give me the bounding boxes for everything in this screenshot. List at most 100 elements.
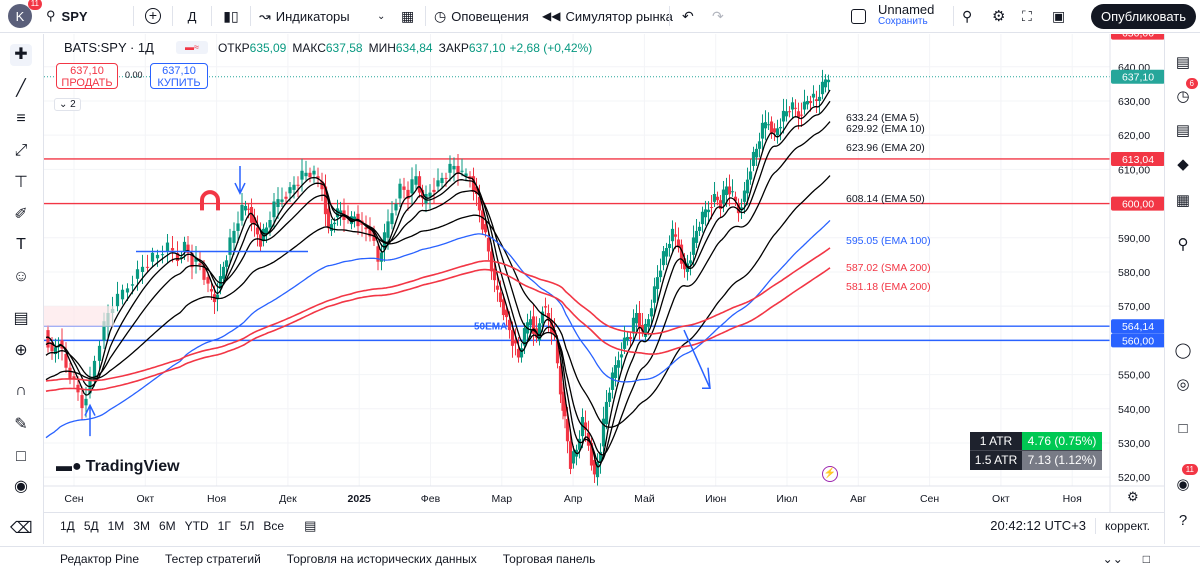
tab-trading-panel[interactable]: Торговая панель — [502, 552, 596, 566]
symbol-title[interactable]: BATS:SPY · 1Д — [64, 40, 154, 55]
candle-body — [236, 223, 240, 231]
timeframe-button[interactable]: Д — [187, 8, 197, 24]
candle-body — [268, 219, 272, 228]
price-chart[interactable]: 50EMA 633.24 (EMA 5)629.92 (EMA 10) 623.9… — [44, 34, 1164, 512]
time-tick-label: Окт — [136, 493, 154, 505]
eye-icon[interactable]: ◉ — [14, 478, 28, 495]
indicator-templates-button[interactable]: ⌄ — [373, 0, 395, 33]
range-ytd[interactable]: YTD — [184, 518, 209, 533]
candle-body — [787, 111, 792, 113]
time-axis[interactable]: Сен Окт Ноя Дек 2025 Фев Мар Апр Май Июн Июл Авг Сен… — [44, 485, 1164, 505]
tab-replay-trading[interactable]: Торговля на исторических данных — [286, 552, 477, 566]
indicators-button[interactable]: ↝ Индикаторы — [259, 7, 350, 24]
alerts-clock-icon[interactable]: ◷ — [1176, 88, 1190, 105]
goto-date-icon[interactable]: ▤ — [304, 517, 317, 533]
axis-settings-button[interactable]: ⚙ — [1127, 489, 1139, 504]
publish-button[interactable]: Опубликовать — [1090, 4, 1196, 29]
data-window-icon[interactable]: ▤ — [1175, 122, 1191, 139]
emoji-icon[interactable]: ☺ — [12, 268, 30, 285]
hotlist-icon[interactable]: ◯ — [1174, 342, 1192, 359]
tab-pine-editor[interactable]: Редактор Pine — [60, 552, 140, 566]
range-3m[interactable]: 3М — [133, 518, 150, 533]
notifications-icon[interactable]: ◉ — [1176, 476, 1190, 493]
fib-levels-icon[interactable]: ≡ — [16, 110, 26, 127]
candle-body — [781, 110, 786, 122]
sell-button[interactable]: 637,10 ПРОДАТЬ — [56, 63, 118, 89]
trash-icon[interactable]: ⌫ — [10, 520, 33, 537]
candle-body — [406, 189, 410, 199]
candle-body — [571, 451, 576, 464]
snapshot-button[interactable]: ▣ — [1044, 0, 1074, 33]
lock-drawing-icon[interactable]: ✎ — [14, 416, 28, 433]
time-tick-label: Авг — [850, 493, 867, 505]
fullscreen-button[interactable]: ⛶ — [1014, 0, 1044, 33]
screener-icon[interactable]: ◎ — [1176, 376, 1190, 393]
magnet-icon[interactable]: ∩ — [15, 382, 27, 399]
event-lightning-icon[interactable]: ⚡ — [822, 466, 838, 482]
quick-search-button[interactable]: ⚲ — [954, 0, 984, 33]
candle-body — [667, 243, 672, 249]
brush-icon[interactable]: ✐ — [14, 206, 28, 223]
buy-button[interactable]: 637,10 КУПИТЬ — [150, 63, 208, 89]
text-icon[interactable]: T — [16, 236, 26, 253]
atr-value: 4.76 (0.75%) — [1022, 432, 1102, 450]
calendar-icon[interactable]: ▦ — [1175, 192, 1191, 209]
compare-symbol-button[interactable]: + — [134, 0, 172, 33]
layout-save-button[interactable]: Unnamed Сохранить — [843, 0, 953, 33]
candles-icon: ▮▯ — [223, 7, 239, 24]
candle-body — [607, 392, 612, 402]
level-price-label: 613,04 — [1122, 154, 1154, 166]
level-price-tag — [1111, 151, 1164, 166]
range-5d[interactable]: 5Д — [83, 518, 99, 533]
maximize-panel-icon[interactable]: □ — [1142, 552, 1150, 566]
price-axis[interactable]: 640,00630,00620,00610,00600,00590,00580,… — [1109, 34, 1164, 512]
lock-icon[interactable]: □ — [16, 448, 26, 465]
pattern-icon[interactable]: ⤢ — [14, 142, 28, 159]
legend-toggle[interactable]: ▬≈ — [175, 41, 208, 54]
indicators-collapse[interactable]: ⌄ 2 — [54, 98, 81, 111]
collapse-panel-icon[interactable]: ⌄⌄ — [1102, 552, 1123, 566]
candle-body — [135, 269, 140, 279]
range-6m[interactable]: 6М — [158, 518, 176, 533]
redo-button[interactable]: ↷ — [704, 0, 734, 33]
trend-line-icon[interactable]: ╱ — [16, 80, 26, 97]
candle-body — [775, 128, 780, 136]
ruler-icon[interactable]: ▤ — [13, 310, 29, 327]
chat-icon[interactable]: □ — [1178, 420, 1188, 437]
layers-icon[interactable]: ◆ — [1177, 156, 1189, 173]
settings-button[interactable]: ⚙ — [984, 0, 1014, 33]
level-price-tag — [1111, 196, 1164, 211]
undo-button[interactable]: ↶ — [674, 0, 704, 33]
candle-body — [622, 337, 627, 349]
prediction-icon[interactable]: ⊤ — [14, 174, 28, 191]
candle-body — [712, 193, 717, 202]
watchlist-icon[interactable]: ▤ — [1175, 54, 1191, 71]
chart-type-button[interactable]: ▮▯ — [212, 0, 250, 33]
symbol-search[interactable]: ⚲ SPY — [38, 0, 133, 33]
layout-square-icon — [851, 8, 866, 24]
zoom-in-icon[interactable]: ⊕ — [14, 342, 28, 359]
help-icon[interactable]: ? — [1178, 512, 1188, 529]
alerts-button[interactable]: ◷ Оповещения — [434, 7, 529, 24]
level-price-tag — [1111, 34, 1164, 40]
candle-body — [733, 196, 738, 201]
candle-body — [817, 96, 822, 101]
replay-button[interactable]: ◀◀ Симулятор рынка — [542, 8, 673, 24]
tab-strategy-tester[interactable]: Тестер стратегий — [165, 552, 261, 566]
user-avatar[interactable]: K 11 — [8, 0, 42, 28]
candle-body — [760, 122, 765, 139]
ma-line-ema-100 — [45, 219, 831, 439]
range-1m[interactable]: 1М — [107, 518, 125, 533]
range-5y[interactable]: 5Л — [239, 518, 255, 533]
layout-grid-button[interactable]: ▦ — [395, 0, 425, 33]
clock[interactable]: 20:42:12 UTC+3 — [990, 518, 1087, 533]
range-all[interactable]: Все — [263, 518, 285, 533]
range-1d[interactable]: 1Д — [60, 518, 75, 533]
adjust-button[interactable]: коррект. — [1105, 518, 1150, 533]
crosshair-icon[interactable]: ✚ — [10, 44, 32, 66]
grid-icon: ▦ — [401, 7, 415, 24]
range-1y[interactable]: 1Г — [217, 518, 231, 533]
candle-body — [125, 288, 130, 293]
ideas-icon[interactable]: ⚲ — [1177, 236, 1189, 253]
candle-body — [691, 237, 696, 255]
